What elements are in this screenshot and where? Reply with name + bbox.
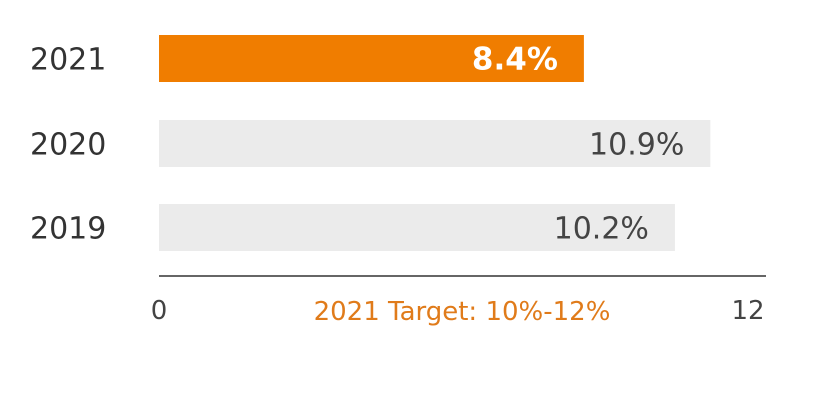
value-label-2020: 10.9%	[589, 128, 684, 163]
target-annotation: 2021 Target: 10%-12%	[314, 297, 611, 327]
category-label-2019: 2019	[30, 212, 106, 247]
category-labels-group: 2021 2020 2019	[30, 43, 106, 247]
category-label-2020: 2020	[30, 128, 106, 163]
value-label-2019: 10.2%	[554, 212, 649, 247]
value-labels-group: 8.4% 10.9% 10.2%	[472, 42, 684, 247]
category-label-2021: 2021	[30, 43, 106, 78]
value-label-2021: 8.4%	[472, 42, 558, 78]
bar-2019	[159, 204, 675, 251]
bar-2021	[159, 35, 584, 82]
x-tick-max: 12	[731, 296, 764, 326]
bar-2020	[159, 120, 711, 167]
bars-group	[159, 35, 711, 251]
x-tick-min: 0	[151, 296, 168, 326]
